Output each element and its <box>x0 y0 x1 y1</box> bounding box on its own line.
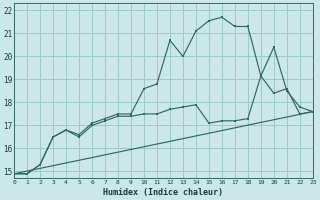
X-axis label: Humidex (Indice chaleur): Humidex (Indice chaleur) <box>103 188 223 197</box>
